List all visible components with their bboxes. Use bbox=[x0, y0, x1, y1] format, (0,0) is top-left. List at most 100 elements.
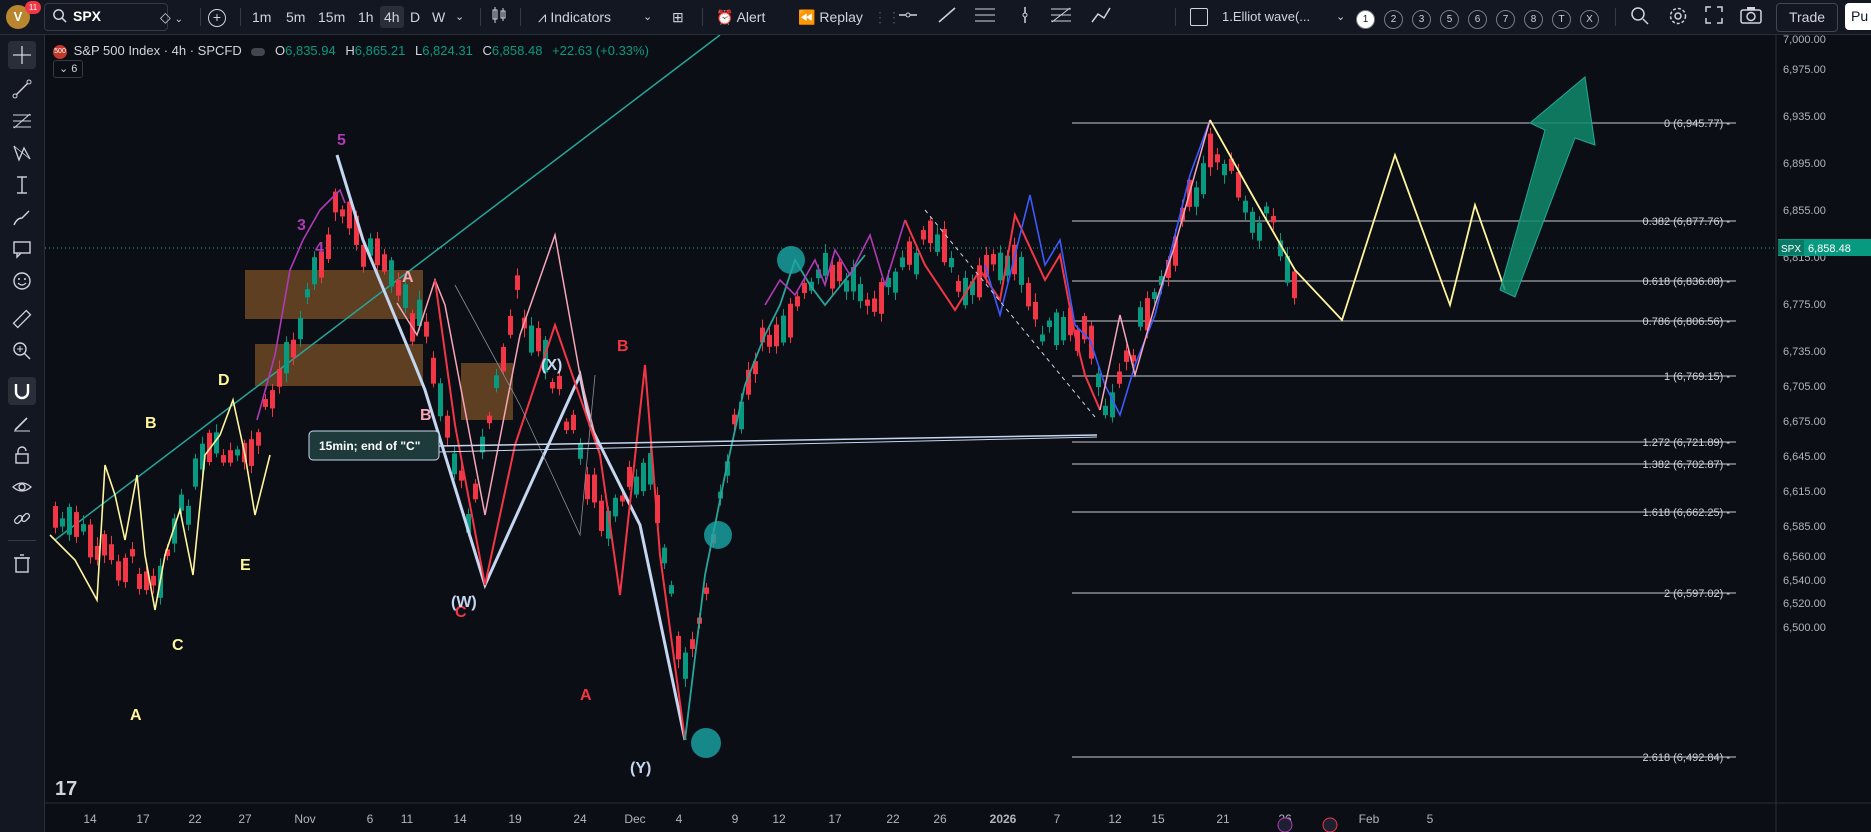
layout-checkbox[interactable] bbox=[1190, 8, 1208, 26]
wave-pink-2[interactable] bbox=[1099, 119, 1211, 411]
candle-body bbox=[305, 289, 310, 298]
marker-circle[interactable] bbox=[691, 728, 721, 758]
tool-path[interactable] bbox=[1090, 6, 1112, 28]
marker-circle[interactable] bbox=[777, 246, 805, 274]
trade-button[interactable]: Trade bbox=[1776, 3, 1838, 32]
link-tool[interactable] bbox=[8, 505, 36, 533]
layout-tab-8[interactable]: 8 bbox=[1524, 6, 1543, 29]
callout-box[interactable] bbox=[308, 430, 440, 461]
indicators-toggle[interactable]: ⌄ 6 bbox=[53, 60, 84, 78]
candle-body bbox=[1152, 292, 1157, 299]
layout-tab-x[interactable]: X bbox=[1580, 6, 1599, 29]
time-axis[interactable]: 14 17 22 27 Nov 6 11 14 19 24 Dec 4 9 12 17 22 26 2026 7 12… bbox=[83, 812, 1433, 826]
tool-crosshair-line[interactable] bbox=[898, 6, 918, 28]
wave-purple-1[interactable] bbox=[256, 188, 346, 421]
magnet-tool[interactable] bbox=[8, 377, 36, 405]
trendline-tool[interactable] bbox=[8, 75, 36, 103]
brush-tool[interactable] bbox=[8, 203, 36, 231]
wave-yellow-left[interactable] bbox=[49, 397, 271, 611]
wave-red-2[interactable] bbox=[904, 211, 1101, 411]
compare-symbol-button[interactable]: ◇ ⌄ bbox=[160, 6, 183, 28]
candle-body bbox=[214, 432, 219, 454]
alert-button[interactable]: ⏰ Alert bbox=[716, 6, 765, 28]
us-flag-icon[interactable] bbox=[1322, 817, 1338, 832]
zoom-button[interactable] bbox=[1630, 6, 1650, 28]
legend-title[interactable]: S&P 500 Index · 4h · SPCFD bbox=[73, 43, 242, 58]
wave-pink-1[interactable] bbox=[396, 232, 601, 516]
tf-d[interactable]: D bbox=[410, 9, 421, 25]
tool-fib[interactable] bbox=[1050, 6, 1072, 28]
ruler-tool[interactable] bbox=[8, 305, 36, 333]
tool-parallel-channel[interactable] bbox=[974, 6, 996, 28]
tool-trendline[interactable] bbox=[937, 6, 957, 28]
chart-type-button[interactable] bbox=[490, 6, 508, 28]
tf-4h[interactable]: 4h bbox=[380, 6, 404, 28]
emoji-tool[interactable] bbox=[8, 267, 36, 295]
wave-blue-1[interactable] bbox=[984, 119, 1211, 418]
marker-circle[interactable] bbox=[704, 521, 732, 549]
candle-body bbox=[263, 399, 268, 407]
zoom-in-tool[interactable] bbox=[8, 337, 36, 365]
tool-vertical-line[interactable] bbox=[1018, 6, 1032, 28]
layout-dropdown[interactable]: ⌄ bbox=[1336, 11, 1346, 23]
indicators-dropdown[interactable]: ⌄ bbox=[643, 11, 653, 23]
candle-body bbox=[81, 524, 86, 532]
publish-button[interactable]: Pu bbox=[1845, 3, 1871, 30]
price-tick-label: 6,735.00 bbox=[1783, 346, 1826, 358]
lock-tool[interactable] bbox=[8, 441, 36, 469]
teal-trendline[interactable] bbox=[54, 35, 721, 541]
pattern-tool[interactable] bbox=[8, 139, 36, 167]
measure-tool[interactable] bbox=[8, 171, 36, 199]
tf-5m[interactable]: 5m bbox=[286, 9, 306, 25]
layout-name[interactable]: 1.Elliot wave(... bbox=[1222, 9, 1311, 24]
layout-tab-7[interactable]: 7 bbox=[1496, 6, 1515, 29]
wave-projection-yellow[interactable] bbox=[1209, 119, 1506, 322]
symbol-search[interactable]: SPX bbox=[44, 3, 168, 31]
snapshot-button[interactable] bbox=[1740, 6, 1762, 28]
draw-mode-tool[interactable] bbox=[8, 409, 36, 437]
wave-gray-1[interactable] bbox=[454, 284, 596, 537]
templates-button[interactable]: ⊞ bbox=[672, 6, 684, 28]
remove-drawings-tool[interactable] bbox=[8, 549, 36, 577]
price-chart[interactable]: 0 (6,945.77) - 0.382 (6,877.76) - 0.618 (6… bbox=[45, 35, 1871, 832]
fullscreen-button[interactable] bbox=[1705, 6, 1723, 28]
layout-tab-3[interactable]: 3 bbox=[1412, 6, 1431, 29]
candle-body bbox=[1082, 316, 1087, 340]
layout-tab-6[interactable]: 6 bbox=[1468, 6, 1487, 29]
candle-body bbox=[207, 432, 212, 463]
tf-15m[interactable]: 15m bbox=[318, 9, 346, 25]
candle-body bbox=[1075, 329, 1080, 351]
wave-teal-rally[interactable] bbox=[684, 254, 866, 741]
demand-zone-2[interactable] bbox=[461, 363, 513, 420]
candle-body bbox=[1005, 255, 1010, 276]
fib-tool[interactable] bbox=[8, 107, 36, 135]
crosshair-tool[interactable] bbox=[8, 41, 36, 69]
settings-button[interactable] bbox=[1668, 6, 1688, 28]
drag-handle-icon[interactable]: ⋮⋮ bbox=[873, 9, 901, 25]
visibility-tool[interactable] bbox=[8, 473, 36, 501]
timeframe-dropdown[interactable]: ⌄ bbox=[455, 11, 465, 23]
tf-1h[interactable]: 1h bbox=[358, 9, 374, 25]
add-symbol-button[interactable]: + bbox=[208, 6, 226, 28]
fib-retracement[interactable]: 0 (6,945.77) - 0.382 (6,877.76) - 0.618 (6… bbox=[1072, 118, 1736, 764]
projection-arrow[interactable] bbox=[1499, 76, 1596, 298]
annotation-tool[interactable] bbox=[8, 235, 36, 263]
chart-pane[interactable]: 0 (6,945.77) - 0.382 (6,877.76) - 0.618 (6… bbox=[45, 35, 1871, 832]
replay-button[interactable]: ⏪ Replay bbox=[798, 6, 863, 28]
tf-1m[interactable]: 1m bbox=[252, 9, 272, 25]
tf-w[interactable]: W bbox=[432, 9, 446, 25]
layout-tab-t[interactable]: T bbox=[1552, 6, 1571, 29]
wave-purple-2[interactable] bbox=[764, 219, 906, 306]
indicators-button[interactable]: ⩘ Indicators bbox=[538, 6, 611, 28]
demand-zone[interactable] bbox=[255, 344, 423, 386]
price-tick-label: 6,520.00 bbox=[1783, 598, 1826, 610]
time-tick-label: 12 bbox=[772, 812, 786, 826]
tradingview-logo[interactable]: 17 bbox=[55, 778, 77, 800]
candle-body bbox=[361, 244, 366, 267]
wave-red-1[interactable] bbox=[434, 279, 686, 741]
price-axis[interactable]: 7,000.00 6,975.00 6,935.00 6,895.00 6,855.00… bbox=[1783, 35, 1826, 634]
layout-tab-2[interactable]: 2 bbox=[1384, 6, 1403, 29]
event-flag-icon[interactable] bbox=[1277, 817, 1293, 832]
layout-tab-1[interactable]: 1 bbox=[1356, 6, 1375, 29]
layout-tab-5[interactable]: 5 bbox=[1440, 6, 1459, 29]
